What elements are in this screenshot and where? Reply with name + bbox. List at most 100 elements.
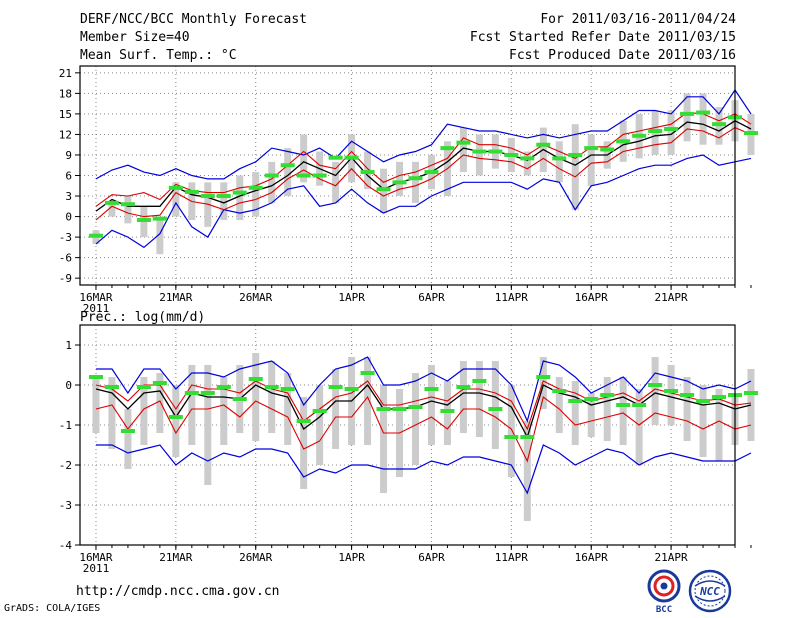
spread-box	[332, 161, 340, 203]
median-marker	[712, 122, 727, 127]
plot-frame	[79, 65, 736, 286]
median-marker	[312, 409, 327, 413]
spread-box	[364, 357, 372, 445]
median-marker	[88, 233, 103, 238]
spread-box	[427, 365, 435, 445]
member-size: Member Size=40	[80, 30, 190, 45]
spread-box	[108, 202, 116, 217]
median-marker	[136, 385, 151, 389]
median-marker	[152, 216, 167, 221]
spread-box	[571, 381, 579, 445]
ytick-label: -3	[59, 231, 72, 244]
spread-box	[523, 421, 531, 521]
spread-box	[92, 377, 100, 433]
spread-upper-line	[95, 111, 752, 207]
median-marker	[216, 194, 231, 199]
spread-box	[603, 377, 611, 441]
median-marker	[440, 146, 455, 151]
spread-box	[252, 353, 260, 441]
median-marker	[440, 409, 455, 413]
median-marker	[344, 155, 359, 160]
bcc-logo: BCC	[641, 568, 687, 614]
ytick-label: 15	[59, 108, 72, 121]
forecast-start-date: Fcst Started Refer Date 2011/03/15	[469, 30, 736, 45]
median-marker	[296, 419, 311, 423]
median-marker	[376, 407, 391, 411]
ncc-logo: NCC	[687, 568, 733, 614]
xtick-label: 16APR	[575, 551, 608, 564]
median-marker	[520, 156, 535, 161]
spread-box	[108, 377, 116, 449]
source-url[interactable]: http://cmdp.ncc.cma.gov.cn	[76, 584, 280, 599]
median-marker	[488, 407, 503, 411]
median-marker	[264, 385, 279, 389]
median-marker	[152, 381, 167, 385]
spread-box	[380, 385, 388, 493]
spread-box	[715, 389, 723, 461]
envelope-upper-line	[95, 88, 752, 180]
median-marker	[104, 385, 119, 389]
spread-box	[411, 373, 419, 465]
median-marker	[584, 397, 599, 401]
median-marker	[264, 173, 279, 178]
median-marker	[312, 173, 327, 178]
median-marker	[472, 149, 487, 154]
ytick-label: 21	[59, 67, 72, 80]
spread-box	[699, 93, 707, 145]
median-marker	[424, 170, 439, 175]
envelope-upper-line	[96, 356, 752, 423]
xtick-sublabel: 2011	[83, 302, 110, 315]
envelope-lower-line	[95, 154, 752, 249]
variable-label: Mean Surf. Temp.: °C	[80, 48, 237, 63]
xtick-label: 11APR	[495, 551, 528, 564]
median-marker	[584, 146, 599, 151]
median-marker	[120, 429, 135, 433]
spread-box	[124, 196, 132, 224]
xtick-label: 6APR	[418, 291, 445, 304]
forecast-produced-date: Fcst Produced Date 2011/03/16	[509, 48, 736, 63]
median-marker	[408, 405, 423, 409]
spread-box	[316, 385, 324, 465]
median-marker	[104, 200, 119, 205]
spread-box	[124, 409, 132, 469]
spread-box	[268, 161, 276, 203]
spread-box	[156, 216, 164, 255]
plot-frame	[79, 324, 736, 546]
spread-box	[156, 373, 164, 433]
grads-credit: GrADS: COLA/IGES	[4, 603, 101, 614]
ytick-label: 0	[65, 379, 72, 392]
ytick-label: -6	[59, 252, 72, 265]
median-marker	[568, 152, 583, 157]
ytick-label: 1	[65, 339, 72, 352]
xtick-label: 16MAR	[79, 551, 112, 564]
median-marker	[696, 110, 711, 115]
median-marker	[328, 155, 343, 160]
ytick-label: -2	[59, 459, 72, 472]
xtick-label: 1APR	[338, 551, 365, 564]
median-marker	[392, 407, 407, 411]
median-marker	[664, 126, 679, 131]
median-marker	[360, 371, 375, 375]
xtick-label: 16APR	[575, 291, 608, 304]
median-marker	[664, 389, 679, 393]
ytick-label: 9	[65, 149, 72, 162]
xtick-label: 21APR	[655, 291, 688, 304]
median-marker	[200, 194, 215, 199]
median-marker	[600, 147, 615, 152]
ytick-label: -1	[59, 419, 72, 432]
xtick-label: 26MAR	[239, 551, 272, 564]
median-marker	[616, 403, 631, 407]
spread-box	[396, 161, 404, 197]
spread-box	[507, 385, 515, 477]
median-marker	[280, 163, 295, 168]
spread-box	[587, 134, 595, 186]
spread-lower-line	[95, 395, 752, 463]
spread-box	[475, 134, 483, 176]
median-marker	[456, 140, 471, 145]
ytick-label: 3	[65, 190, 72, 203]
median-marker	[632, 403, 647, 407]
median-marker	[424, 387, 439, 391]
